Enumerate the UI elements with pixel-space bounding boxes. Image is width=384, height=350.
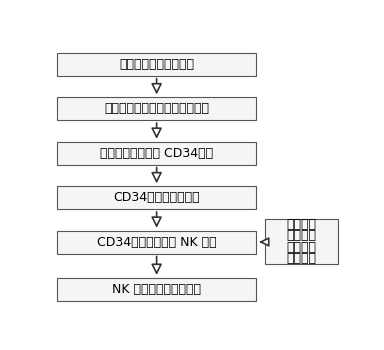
Text: NK 细胞杀伤活性的测定: NK 细胞杀伤活性的测定 [112, 283, 201, 296]
Text: 胚胎干细胞的体外培养: 胚胎干细胞的体外培养 [119, 58, 194, 71]
Bar [57, 278, 257, 301]
Text: 转移培养: 转移培养 [287, 229, 317, 242]
Bar [57, 231, 257, 253]
Text: 免疫磁珠分离纯化 CD34细胞: 免疫磁珠分离纯化 CD34细胞 [100, 147, 213, 160]
Text: 流式检测: 流式检测 [287, 252, 317, 265]
Bar [57, 142, 257, 164]
Text: 扩大培养: 扩大培养 [287, 241, 317, 254]
Text: CD34细胞的扩大培养: CD34细胞的扩大培养 [113, 191, 200, 204]
Bar [57, 97, 257, 120]
Bar [57, 53, 257, 76]
Text: 细胞接种: 细胞接种 [287, 218, 317, 231]
Text: CD34细胞诱导分化 NK 细胞: CD34细胞诱导分化 NK 细胞 [97, 236, 217, 248]
Bar [265, 218, 338, 264]
Text: 诱导胚胎干细胞向造血细胞分化: 诱导胚胎干细胞向造血细胞分化 [104, 102, 209, 115]
Bar [57, 186, 257, 209]
